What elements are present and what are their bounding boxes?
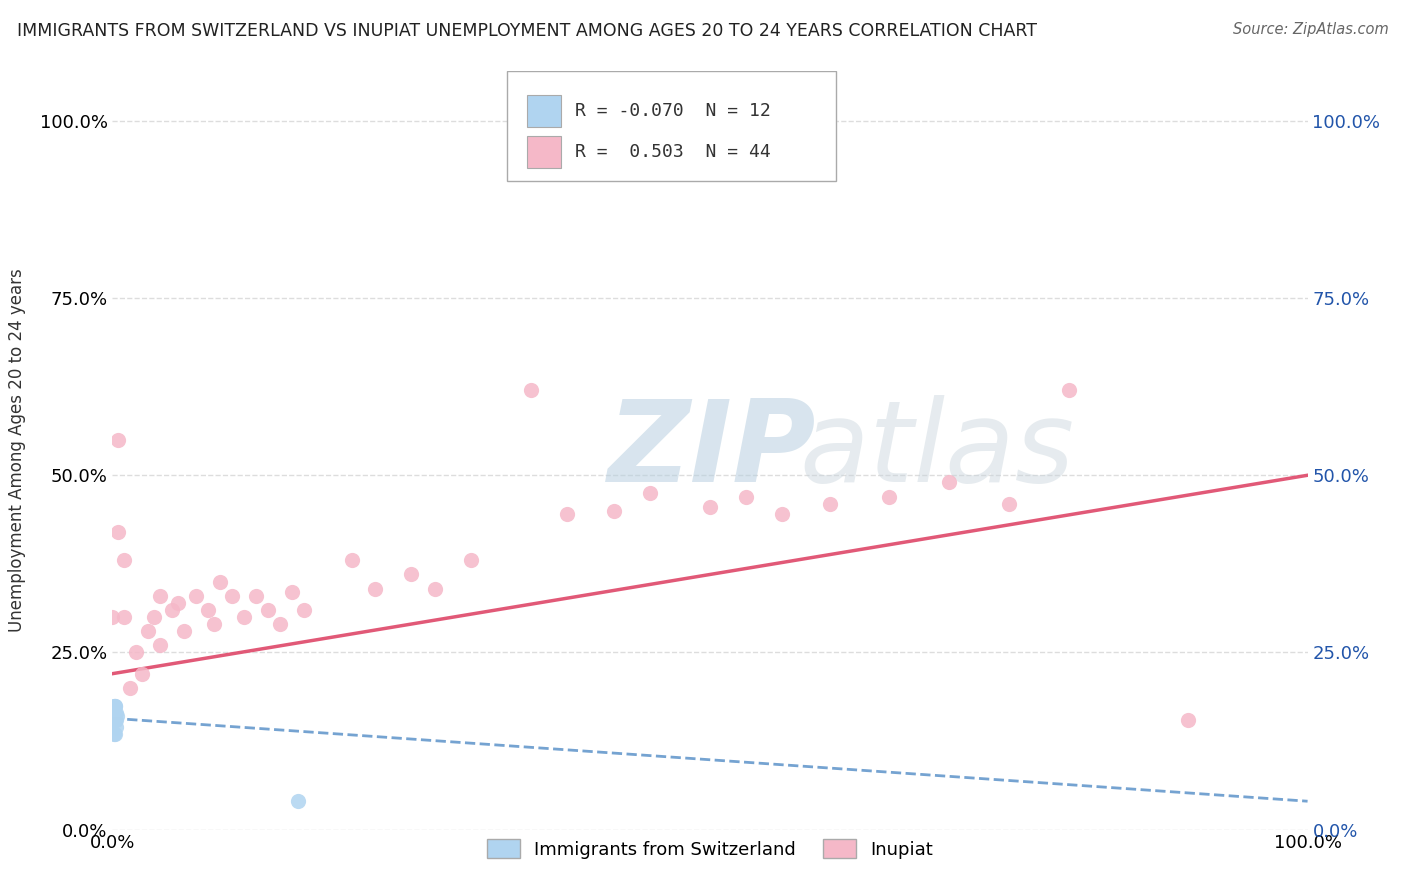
Point: [173, 624, 195, 639]
Point: [162, 603, 183, 617]
Point: [401, 567, 423, 582]
Point: [105, 709, 128, 723]
Point: [103, 698, 125, 713]
Point: [209, 574, 232, 589]
Point: [104, 727, 127, 741]
Text: Source: ZipAtlas.com: Source: ZipAtlas.com: [1233, 22, 1389, 37]
Point: [149, 589, 172, 603]
Bar: [527, 95, 561, 127]
Bar: [527, 136, 561, 168]
Point: [105, 706, 128, 720]
Point: [1057, 383, 1080, 397]
Point: [120, 681, 142, 695]
Point: [233, 610, 256, 624]
Point: [269, 617, 291, 632]
Text: IMMIGRANTS FROM SWITZERLAND VS INUPIAT UNEMPLOYMENT AMONG AGES 20 TO 24 YEARS CO: IMMIGRANTS FROM SWITZERLAND VS INUPIAT U…: [17, 22, 1036, 40]
Point: [879, 490, 901, 504]
Point: [101, 610, 124, 624]
Point: [101, 713, 124, 727]
Point: [131, 666, 153, 681]
Point: [114, 553, 135, 567]
Point: [555, 507, 578, 521]
Point: [245, 589, 267, 603]
Point: [603, 504, 626, 518]
Point: [104, 698, 127, 713]
Point: [699, 500, 721, 515]
Point: [105, 713, 128, 727]
Point: [186, 589, 208, 603]
Point: [340, 553, 363, 567]
Point: [105, 720, 128, 734]
Point: [287, 794, 309, 808]
Point: [770, 507, 793, 521]
Point: [125, 645, 148, 659]
Point: [107, 433, 129, 447]
Point: [104, 698, 127, 713]
Point: [460, 553, 482, 567]
Point: [143, 610, 166, 624]
Point: [107, 524, 129, 539]
Point: [364, 582, 387, 596]
Point: [735, 490, 758, 504]
Point: [138, 624, 160, 639]
Point: [818, 497, 841, 511]
Point: [167, 596, 190, 610]
Point: [104, 713, 127, 727]
Point: [149, 638, 172, 652]
Point: [938, 475, 960, 490]
Y-axis label: Unemployment Among Ages 20 to 24 years: Unemployment Among Ages 20 to 24 years: [7, 268, 25, 632]
Point: [1177, 713, 1199, 727]
Point: [221, 589, 243, 603]
Point: [425, 582, 447, 596]
Point: [114, 610, 135, 624]
Point: [292, 603, 315, 617]
Text: R = -0.070  N = 12: R = -0.070 N = 12: [575, 102, 770, 120]
Point: [998, 497, 1021, 511]
FancyBboxPatch shape: [508, 71, 835, 181]
Point: [257, 603, 280, 617]
Point: [640, 486, 662, 500]
Text: atlas: atlas: [800, 395, 1074, 506]
Point: [281, 585, 304, 599]
Point: [197, 603, 219, 617]
Text: ZIP: ZIP: [609, 395, 817, 506]
Point: [103, 727, 125, 741]
Legend: Immigrants from Switzerland, Inupiat: Immigrants from Switzerland, Inupiat: [479, 832, 941, 866]
Text: R =  0.503  N = 44: R = 0.503 N = 44: [575, 143, 770, 161]
Point: [202, 617, 225, 632]
Point: [520, 383, 543, 397]
